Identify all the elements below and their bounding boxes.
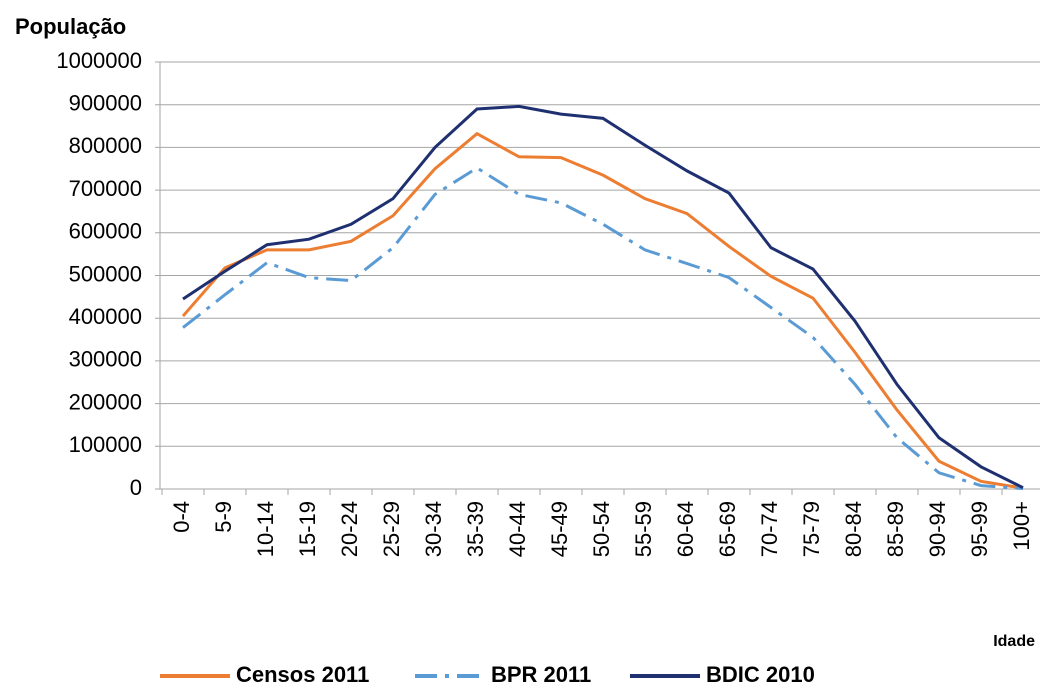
y-tick-label: 700000 [69, 176, 142, 201]
x-tick-label: 20-24 [337, 501, 362, 557]
x-tick-label: 5-9 [211, 501, 236, 533]
x-tick-label: 65-69 [715, 501, 740, 557]
x-tick-label: 100+ [1009, 501, 1034, 551]
y-tick-label: 900000 [69, 91, 142, 116]
x-tick-label: 15-19 [295, 501, 320, 557]
x-tick-label: 70-74 [757, 501, 782, 557]
legend-label: BPR 2011 [491, 662, 591, 687]
legend-label: Censos 2011 [236, 662, 369, 687]
y-tick-label: 400000 [69, 304, 142, 329]
x-tick-label: 55-59 [631, 501, 656, 557]
y-tick-label: 0 [130, 475, 142, 500]
x-tick-label: 45-49 [547, 501, 572, 557]
x-tick-label: 60-64 [673, 501, 698, 557]
x-tick-label: 30-34 [421, 501, 446, 557]
x-tick-label: 80-84 [841, 501, 866, 557]
y-axis-title: População [15, 14, 126, 39]
y-tick-label: 100000 [69, 432, 142, 457]
x-axis-title: Idade [993, 633, 1035, 650]
series-line [182, 166, 1024, 491]
series-line [182, 104, 1024, 490]
x-tick-label: 90-94 [925, 501, 950, 557]
x-tick-label: 40-44 [505, 501, 530, 557]
x-tick-label: 0-4 [169, 501, 194, 533]
x-tick-label: 75-79 [799, 501, 824, 557]
x-tick-label: 35-39 [463, 501, 488, 557]
x-tick-label: 10-14 [253, 501, 278, 557]
y-tick-label: 600000 [69, 219, 142, 244]
series-line [181, 131, 1024, 490]
y-tick-label: 1000000 [56, 48, 142, 73]
legend-label: BDIC 2010 [706, 662, 815, 687]
x-tick-label: 25-29 [379, 501, 404, 557]
y-tick-label: 300000 [69, 347, 142, 372]
y-tick-label: 500000 [69, 261, 142, 286]
y-tick-label: 200000 [69, 389, 142, 414]
x-tick-label: 95-99 [967, 501, 992, 557]
x-tick-label: 50-54 [589, 501, 614, 557]
x-tick-label: 85-89 [883, 501, 908, 557]
y-tick-label: 800000 [69, 133, 142, 158]
